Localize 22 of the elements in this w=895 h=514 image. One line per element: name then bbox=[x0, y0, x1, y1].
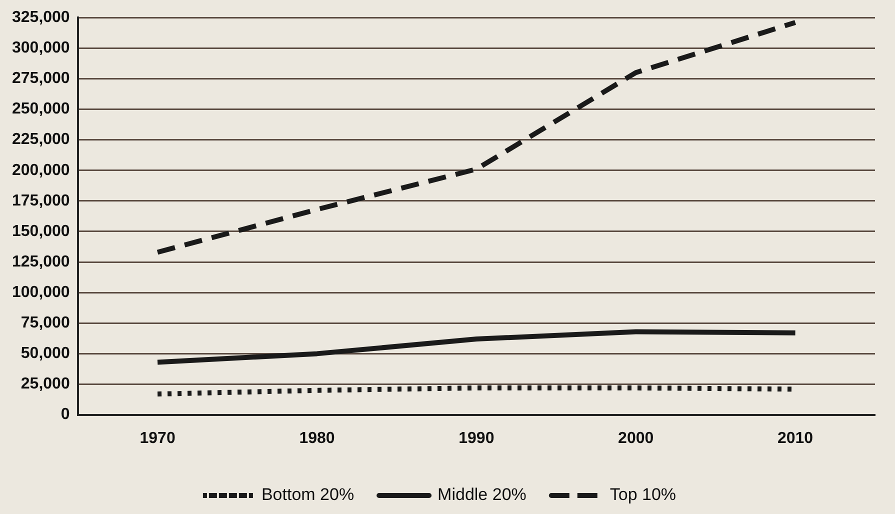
y-tick-label: 150,000 bbox=[12, 222, 70, 240]
y-tick-label: 125,000 bbox=[12, 253, 70, 270]
y-tick-label: 275,000 bbox=[12, 70, 70, 88]
x-tick-label: 2000 bbox=[618, 430, 654, 447]
y-tick-label: 50,000 bbox=[20, 345, 70, 362]
x-tick-label: 1980 bbox=[299, 430, 335, 447]
y-tick-label: 250,000 bbox=[12, 100, 70, 118]
y-tick-label: 175,000 bbox=[12, 192, 70, 210]
y-tick-label: 325,000 bbox=[12, 9, 70, 26]
x-tick-label: 2010 bbox=[777, 430, 814, 447]
y-tick-label: 300,000 bbox=[12, 40, 70, 57]
y-tick-label: 0 bbox=[60, 406, 70, 424]
x-tick-label: 1970 bbox=[140, 430, 176, 447]
legend-label: Top 10% bbox=[610, 485, 676, 504]
legend-label: Bottom 20% bbox=[261, 485, 354, 504]
x-tick-label: 1990 bbox=[458, 430, 494, 447]
y-tick-label: 200,000 bbox=[12, 162, 70, 179]
y-tick-label: 75,000 bbox=[20, 314, 70, 332]
y-tick-label: 100,000 bbox=[12, 284, 70, 301]
y-tick-label: 225,000 bbox=[12, 131, 70, 148]
legend-label: Middle 20% bbox=[438, 485, 526, 504]
y-tick-label: 25,000 bbox=[20, 376, 70, 393]
